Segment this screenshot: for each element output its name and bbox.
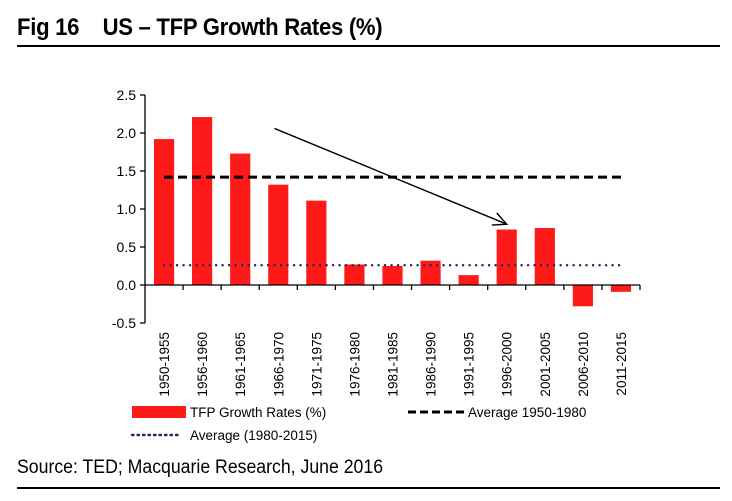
x-tick-label: 1996-2000 xyxy=(500,332,515,397)
bar xyxy=(534,228,555,285)
legend-label-tfp: TFP Growth Rates (%) xyxy=(190,405,326,420)
legend-swatch-tfp xyxy=(132,406,186,418)
y-tick-label: 0.0 xyxy=(117,277,137,293)
x-tick-label: 1950-1955 xyxy=(157,332,172,397)
x-tick-label: 2006-2010 xyxy=(576,332,591,397)
trend-arrow-head-icon xyxy=(491,212,509,226)
y-tick-label: 2.0 xyxy=(117,125,137,141)
x-tick-label: 1966-1970 xyxy=(271,332,286,397)
bar xyxy=(420,260,441,285)
x-tick-label: 1976-1980 xyxy=(347,332,362,397)
x-tick-label: 1981-1985 xyxy=(386,332,401,397)
bar xyxy=(153,139,175,285)
bar xyxy=(192,117,213,285)
bar xyxy=(306,200,327,285)
legend-label-avg-1980-2015: Average (1980-2015) xyxy=(190,428,317,443)
bar xyxy=(344,264,365,285)
trend-arrow-line xyxy=(274,127,507,225)
x-tick-label: 1986-1990 xyxy=(424,332,439,397)
x-tick-label: 1956-1960 xyxy=(195,332,210,397)
source-rule xyxy=(17,487,720,489)
legend: TFP Growth Rates (%) Average 1950-1980 A… xyxy=(130,405,586,443)
bar xyxy=(610,285,632,292)
legend-label-avg-1950-1980: Average 1950-1980 xyxy=(468,405,586,420)
x-tick-label: 1971-1975 xyxy=(309,332,324,397)
source-note: Source: TED; Macquarie Research, June 20… xyxy=(17,457,384,478)
x-tick-label: 2001-2005 xyxy=(538,332,553,397)
y-tick-label: 1.5 xyxy=(117,163,137,179)
bars-group xyxy=(153,117,632,307)
bar xyxy=(572,285,593,307)
y-tick-label: -0.5 xyxy=(112,315,136,331)
x-tick-label: 1991-1995 xyxy=(462,332,477,397)
bar xyxy=(268,184,289,285)
y-tick-label: 0.5 xyxy=(117,239,137,255)
y-tick-label: 1.0 xyxy=(117,201,137,217)
title-rule xyxy=(17,45,720,47)
bar xyxy=(230,153,251,285)
x-tick-label: 2011-2015 xyxy=(614,332,629,396)
bar xyxy=(458,275,479,285)
figure-title: Fig 16 US – TFP Growth Rates (%) xyxy=(17,14,383,41)
axes-group: 2.5 2.0 1.5 1.0 0.5 0.0 -0.5 1950-1955 1956-1960… xyxy=(112,87,641,397)
y-tick-label: 2.5 xyxy=(117,87,137,103)
annotations-group xyxy=(274,127,509,226)
bar xyxy=(382,266,403,285)
x-tick-label: 1961-1965 xyxy=(233,332,248,397)
bar xyxy=(496,229,517,285)
